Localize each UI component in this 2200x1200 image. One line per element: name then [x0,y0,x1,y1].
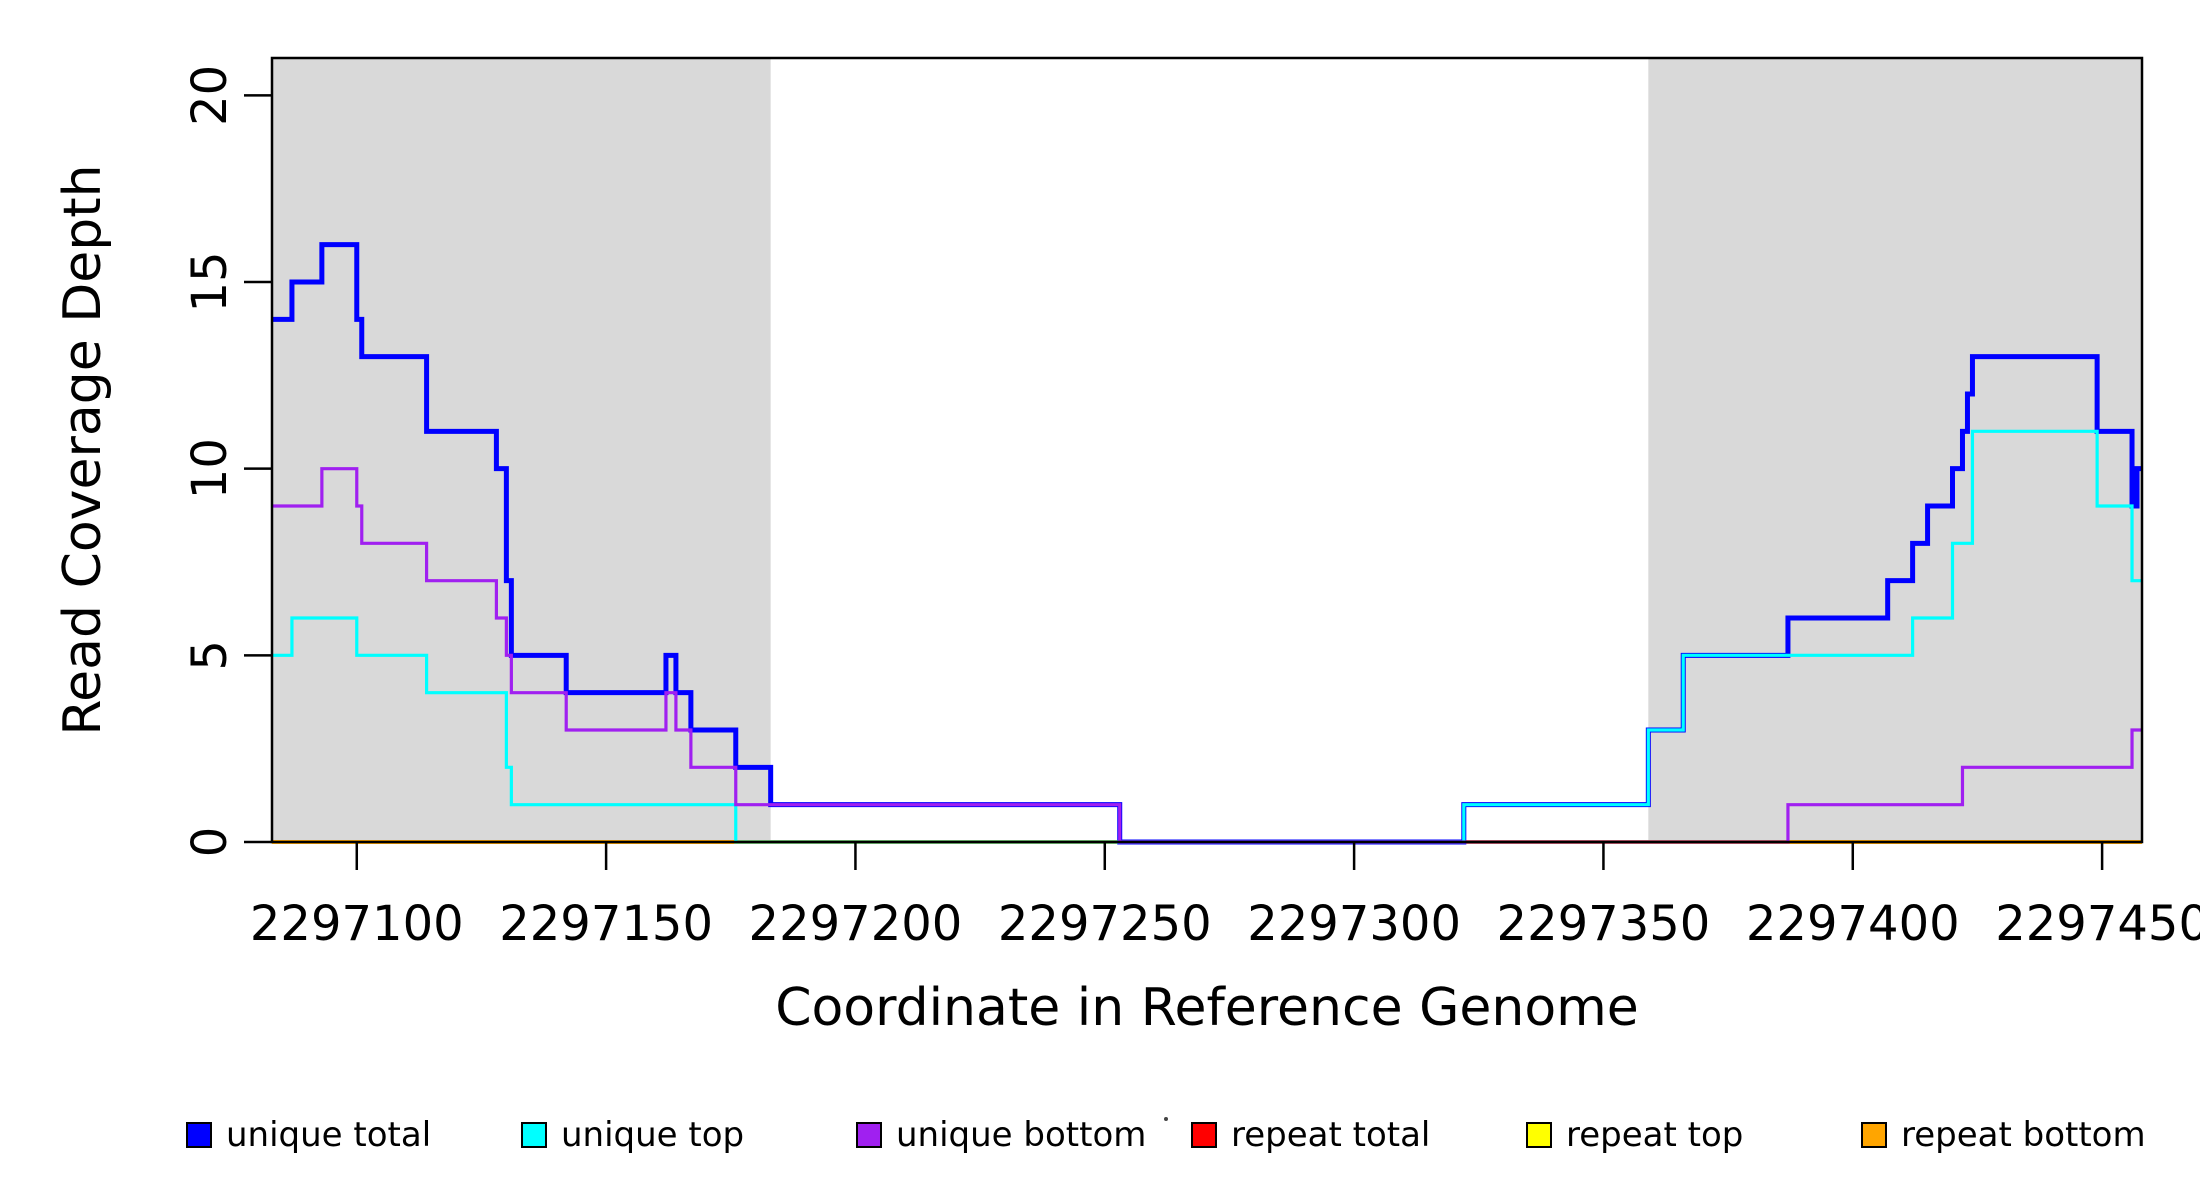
stray-dot-mark [1164,1117,1168,1121]
legend-swatch [1861,1122,1887,1148]
shaded-region [272,58,771,842]
axes: 2297100 2297150 2297200 2297250 2297300 22973… [182,65,2200,952]
x-tick-label: 2297250 [998,896,1212,952]
legend: unique total unique top unique bottom repea… [0,0,2200,1152]
x-tick-label: 2297400 [1746,896,1960,952]
x-tick-label: 2297150 [499,896,713,952]
series-line-unique-bottom [272,467,2142,844]
x-tick-label: 2297300 [1247,896,1461,952]
x-tick-label: 2297200 [749,896,963,952]
legend-label: repeat total [1231,1115,1431,1155]
y-tick-label: 10 [182,438,238,499]
y-tick-label: 0 [182,827,238,858]
y-tick-label: 15 [182,251,238,312]
x-tick-label: 2297450 [1995,896,2200,952]
legend-swatch [186,1122,212,1148]
legend-label: repeat top [1566,1115,1744,1155]
legend-label: unique bottom [896,1115,1147,1155]
y-axis-title: Read Coverage Depth [53,164,113,735]
y-tick-label: 5 [182,640,238,671]
legend-item-repeat-top: repeat top [1526,1118,1743,1152]
x-axis-title: Coordinate in Reference Genome [775,978,1639,1038]
legend-label: unique top [561,1115,745,1155]
legend-item-unique-bottom: unique bottom [856,1118,1146,1152]
shaded-regions [272,58,2142,842]
legend-label: repeat bottom [1901,1115,2146,1155]
series-line-unique-top [272,429,2142,844]
legend-item-unique-top: unique top [521,1118,744,1152]
legend-swatch [856,1122,882,1148]
y-tick-label: 20 [182,65,238,126]
legend-swatch [1526,1122,1552,1148]
plot-border-box [270,56,2144,844]
legend-item-unique-total: unique total [186,1118,431,1152]
shaded-region [1648,58,2142,842]
legend-swatch [1191,1122,1217,1148]
legend-swatch [521,1122,547,1148]
legend-item-repeat-total: repeat total [1191,1118,1430,1152]
x-tick-label: 2297350 [1497,896,1711,952]
legend-item-repeat-bottom: repeat bottom [1861,1118,2146,1152]
legend-label: unique total [226,1115,432,1155]
x-tick-label: 2297100 [250,896,464,952]
